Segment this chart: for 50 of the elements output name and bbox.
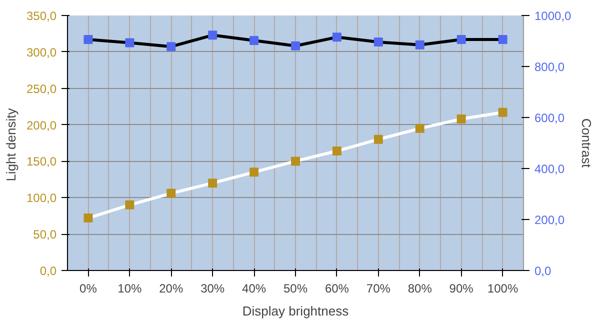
y2-tick-label: 200,0 <box>534 213 565 227</box>
y2-tick-label: 0,0 <box>534 264 552 278</box>
y2-axis-title: Contrast <box>579 118 594 168</box>
y-tick-label: 50,0 <box>33 228 57 242</box>
point <box>208 178 218 188</box>
point <box>291 156 300 166</box>
x-tick-label: 50% <box>283 282 308 296</box>
y-tick-label: 150,0 <box>26 154 57 169</box>
point <box>125 38 134 48</box>
y-tick-label: 100,0 <box>26 191 57 206</box>
point <box>332 146 342 156</box>
point <box>374 38 383 47</box>
x-tick-label: 90% <box>449 282 474 296</box>
point <box>250 168 259 177</box>
point <box>208 30 218 40</box>
point <box>125 200 134 210</box>
y2-tick-label: 400,0 <box>534 162 565 176</box>
x-tick-label: 0% <box>80 282 98 296</box>
point <box>291 41 300 50</box>
point <box>250 36 259 45</box>
y-tick-label: 0,0 <box>40 264 57 278</box>
x-tick-label: 30% <box>200 282 225 296</box>
point <box>166 42 176 52</box>
y2-tick-label: 600,0 <box>534 111 565 125</box>
y-tick-label: 250,0 <box>26 82 57 96</box>
x-tick-label: 80% <box>408 282 432 296</box>
point <box>498 108 508 117</box>
x-tick-label: 10% <box>118 282 142 296</box>
y2-tick-label: 800,0 <box>534 60 565 74</box>
x-tick-label: 40% <box>242 282 266 296</box>
y-tick-label: 350,0 <box>26 9 57 23</box>
x-axis-title: Display brightness <box>242 304 350 318</box>
x-tick-label: 70% <box>366 282 391 296</box>
y-axis-title: Light density <box>3 108 18 182</box>
point <box>456 114 466 124</box>
point <box>374 134 383 144</box>
x-tick-label: 20% <box>159 282 184 296</box>
point <box>332 32 342 42</box>
point <box>498 34 508 44</box>
point <box>415 40 424 50</box>
point <box>456 34 466 44</box>
point <box>84 214 93 223</box>
point <box>84 34 93 44</box>
x-tick-label: 100% <box>487 282 518 296</box>
point <box>166 188 176 198</box>
y-tick-label: 300,0 <box>26 45 57 60</box>
x-tick-label: 60% <box>324 282 350 296</box>
y2-tick-label: 1000,0 <box>534 9 572 23</box>
y-tick-label: 200,0 <box>26 118 57 132</box>
point <box>415 124 424 133</box>
